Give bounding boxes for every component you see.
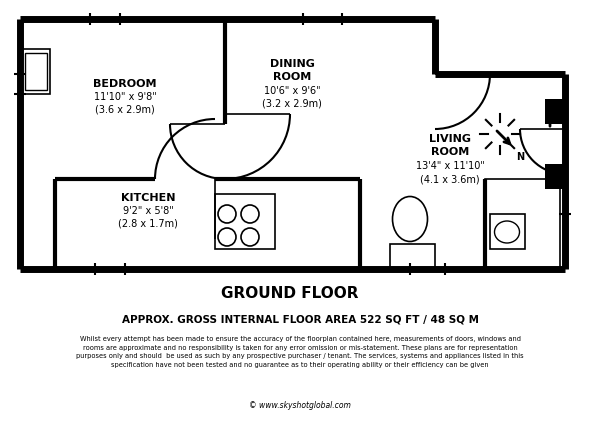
Text: GROUND FLOOR: GROUND FLOOR	[221, 287, 359, 301]
Bar	[390, 244, 435, 269]
Text: © www.skyshotglobal.com: © www.skyshotglobal.com	[249, 402, 351, 410]
Text: 10'6" x 9'6": 10'6" x 9'6"	[263, 86, 320, 96]
Text: N: N	[516, 152, 524, 162]
Text: ROOM: ROOM	[273, 72, 311, 82]
Text: LIVING: LIVING	[429, 134, 471, 144]
Text: Whilst every attempt has been made to ensure the accuracy of the floorplan conta: Whilst every attempt has been made to en…	[76, 336, 524, 368]
Text: 9'2" x 5'8": 9'2" x 5'8"	[122, 206, 173, 216]
Bar	[545, 99, 565, 124]
Bar	[545, 164, 565, 189]
Bar	[25, 53, 47, 90]
Bar	[215, 194, 275, 249]
Text: DINING: DINING	[269, 59, 314, 69]
Text: 13'4" x 11'10": 13'4" x 11'10"	[416, 161, 484, 171]
Bar	[490, 214, 525, 249]
Text: (3.6 x 2.9m): (3.6 x 2.9m)	[95, 105, 155, 115]
Text: KITCHEN: KITCHEN	[121, 193, 175, 203]
Text: 11'10" x 9'8": 11'10" x 9'8"	[94, 92, 157, 102]
Text: (3.2 x 2.9m): (3.2 x 2.9m)	[262, 99, 322, 109]
Text: BEDROOM: BEDROOM	[93, 79, 157, 89]
Text: (4.1 x 3.6m): (4.1 x 3.6m)	[420, 174, 480, 184]
Text: APPROX. GROSS INTERNAL FLOOR AREA 522 SQ FT / 48 SQ M: APPROX. GROSS INTERNAL FLOOR AREA 522 SQ…	[121, 314, 479, 324]
Bar	[485, 179, 560, 269]
Text: (2.8 x 1.7m): (2.8 x 1.7m)	[118, 219, 178, 229]
Bar	[22, 49, 50, 94]
Text: ROOM: ROOM	[431, 147, 469, 157]
